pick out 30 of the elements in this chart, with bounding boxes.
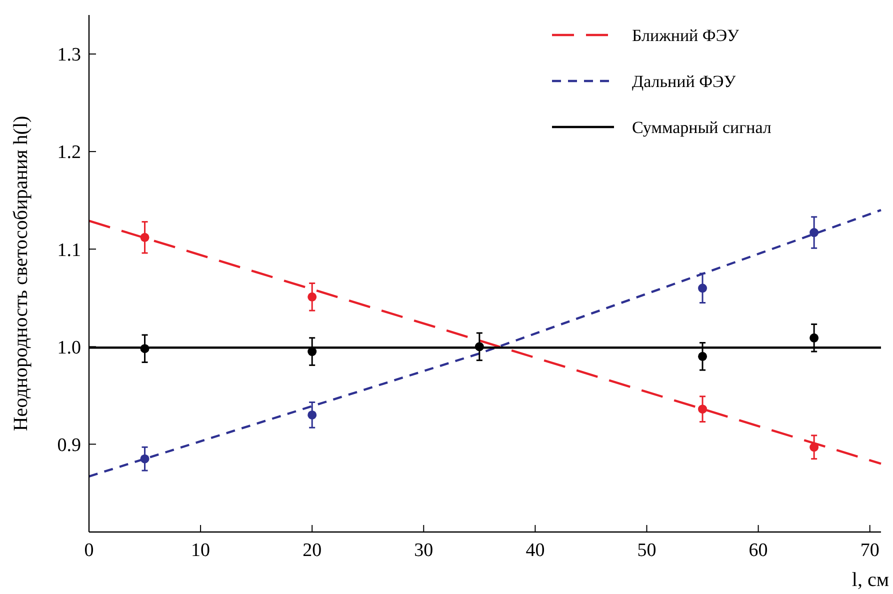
point	[810, 442, 819, 452]
legend-label: Дальний ФЭУ	[632, 72, 737, 91]
x-tick-label: 40	[526, 540, 545, 561]
point	[140, 454, 150, 464]
x-tick-label: 60	[748, 540, 768, 561]
point	[308, 292, 317, 302]
x-tick-label: 50	[637, 540, 656, 561]
point	[698, 352, 708, 361]
y-tick-label: 1.2	[57, 142, 81, 164]
y-tick-label: 1.1	[57, 240, 81, 261]
x-axis-title: l, см	[852, 569, 890, 591]
x-tick-label: 30	[414, 540, 434, 561]
x-tick-label: 70	[860, 540, 880, 561]
point	[140, 232, 150, 242]
x-tick-label: 20	[302, 540, 322, 561]
y-axis-title: Неоднородность светособирания h(l)	[10, 116, 32, 432]
point	[308, 410, 317, 420]
point	[140, 344, 150, 354]
point	[698, 284, 708, 293]
point	[698, 404, 708, 414]
x-tick-label: 10	[191, 540, 210, 561]
y-tick-label: 1.3	[57, 44, 81, 66]
y-tick-label: 0.9	[57, 434, 81, 456]
point	[474, 342, 484, 352]
legend-label: Суммарный сигнал	[632, 118, 772, 137]
point	[810, 228, 819, 238]
legend-label: Ближний ФЭУ	[632, 26, 740, 45]
y-tick-label: 1.0	[57, 337, 81, 358]
point	[810, 333, 819, 342]
x-tick-label: 0	[84, 540, 94, 561]
